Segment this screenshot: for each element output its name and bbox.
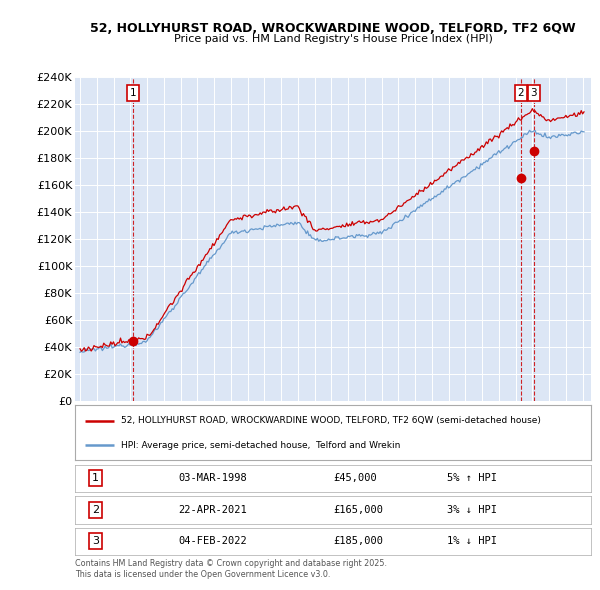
Text: 3% ↓ HPI: 3% ↓ HPI <box>446 505 497 515</box>
Text: Price paid vs. HM Land Registry's House Price Index (HPI): Price paid vs. HM Land Registry's House … <box>173 34 493 44</box>
Text: 04-FEB-2022: 04-FEB-2022 <box>178 536 247 546</box>
Text: 2: 2 <box>517 88 524 98</box>
Text: 5% ↑ HPI: 5% ↑ HPI <box>446 473 497 483</box>
Text: 03-MAR-1998: 03-MAR-1998 <box>178 473 247 483</box>
Text: £185,000: £185,000 <box>333 536 383 546</box>
Text: 3: 3 <box>530 88 537 98</box>
Text: 22-APR-2021: 22-APR-2021 <box>178 505 247 515</box>
Text: 52, HOLLYHURST ROAD, WROCKWARDINE WOOD, TELFORD, TF2 6QW: 52, HOLLYHURST ROAD, WROCKWARDINE WOOD, … <box>90 22 576 35</box>
Text: £45,000: £45,000 <box>333 473 377 483</box>
Text: 1: 1 <box>130 88 136 98</box>
Text: 3: 3 <box>92 536 99 546</box>
Text: Contains HM Land Registry data © Crown copyright and database right 2025.
This d: Contains HM Land Registry data © Crown c… <box>75 559 387 579</box>
Text: £165,000: £165,000 <box>333 505 383 515</box>
Text: 2: 2 <box>92 505 99 515</box>
Text: HPI: Average price, semi-detached house,  Telford and Wrekin: HPI: Average price, semi-detached house,… <box>121 441 401 450</box>
Text: 1% ↓ HPI: 1% ↓ HPI <box>446 536 497 546</box>
Text: 1: 1 <box>92 473 99 483</box>
Text: 52, HOLLYHURST ROAD, WROCKWARDINE WOOD, TELFORD, TF2 6QW (semi-detached house): 52, HOLLYHURST ROAD, WROCKWARDINE WOOD, … <box>121 417 541 425</box>
